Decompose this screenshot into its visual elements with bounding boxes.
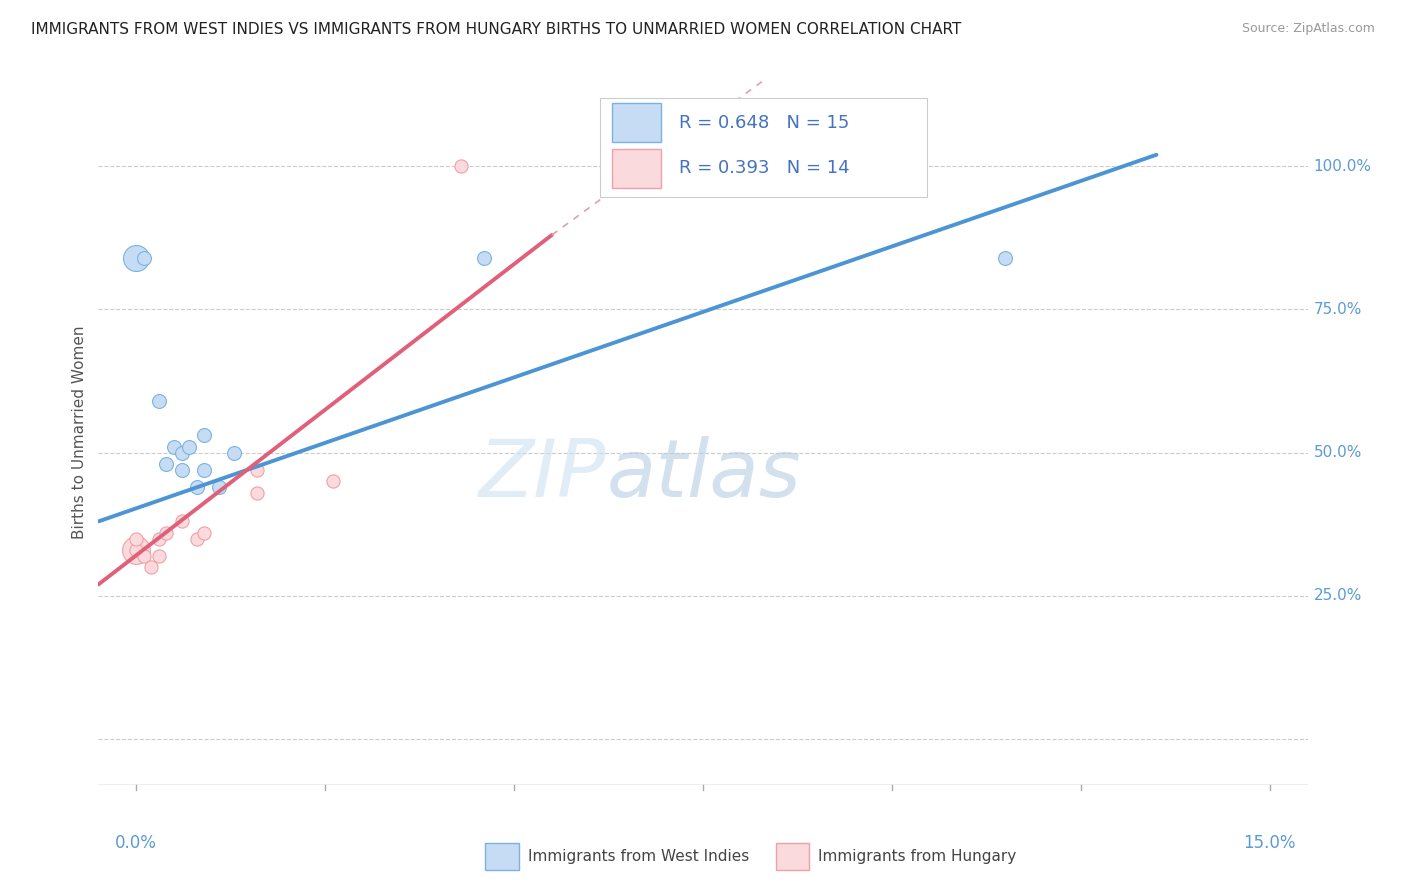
Text: 15.0%: 15.0% xyxy=(1243,834,1296,852)
Point xyxy=(125,251,148,265)
Point xyxy=(125,543,148,558)
Point xyxy=(224,445,246,459)
FancyBboxPatch shape xyxy=(600,98,927,196)
Point xyxy=(186,532,208,546)
Point xyxy=(994,251,1017,265)
Point xyxy=(851,159,873,173)
Point xyxy=(125,543,148,558)
Point xyxy=(170,445,193,459)
FancyBboxPatch shape xyxy=(613,149,661,187)
Point xyxy=(193,463,215,477)
FancyBboxPatch shape xyxy=(776,843,810,870)
Text: Source: ZipAtlas.com: Source: ZipAtlas.com xyxy=(1241,22,1375,36)
Point xyxy=(193,525,215,540)
Text: 0.0%: 0.0% xyxy=(115,834,157,852)
Point xyxy=(148,394,170,409)
Point xyxy=(170,463,193,477)
Point xyxy=(141,560,163,574)
Point xyxy=(132,549,155,563)
Text: R = 0.648   N = 15: R = 0.648 N = 15 xyxy=(679,113,849,131)
Point xyxy=(148,549,170,563)
Point xyxy=(246,463,269,477)
Point xyxy=(179,440,201,454)
Point xyxy=(155,525,177,540)
FancyBboxPatch shape xyxy=(485,843,519,870)
Text: Immigrants from Hungary: Immigrants from Hungary xyxy=(818,848,1017,863)
Text: 75.0%: 75.0% xyxy=(1313,302,1362,317)
Point xyxy=(208,480,231,494)
Point xyxy=(125,532,148,546)
Point xyxy=(246,485,269,500)
Point xyxy=(472,251,495,265)
Point xyxy=(132,251,155,265)
FancyBboxPatch shape xyxy=(613,103,661,142)
Text: ZIP: ZIP xyxy=(479,436,606,514)
Text: IMMIGRANTS FROM WEST INDIES VS IMMIGRANTS FROM HUNGARY BIRTHS TO UNMARRIED WOMEN: IMMIGRANTS FROM WEST INDIES VS IMMIGRANT… xyxy=(31,22,962,37)
Point xyxy=(186,480,208,494)
Point xyxy=(322,475,344,489)
Text: 50.0%: 50.0% xyxy=(1313,445,1362,460)
Point xyxy=(193,428,215,442)
Y-axis label: Births to Unmarried Women: Births to Unmarried Women xyxy=(72,326,87,540)
Text: Immigrants from West Indies: Immigrants from West Indies xyxy=(527,848,749,863)
Text: 25.0%: 25.0% xyxy=(1313,589,1362,603)
Point xyxy=(450,159,472,173)
Point xyxy=(170,515,193,529)
Text: R = 0.393   N = 14: R = 0.393 N = 14 xyxy=(679,160,849,178)
Point xyxy=(163,440,186,454)
Point xyxy=(148,532,170,546)
Point xyxy=(155,457,177,471)
Text: atlas: atlas xyxy=(606,436,801,514)
Text: 100.0%: 100.0% xyxy=(1313,159,1372,174)
